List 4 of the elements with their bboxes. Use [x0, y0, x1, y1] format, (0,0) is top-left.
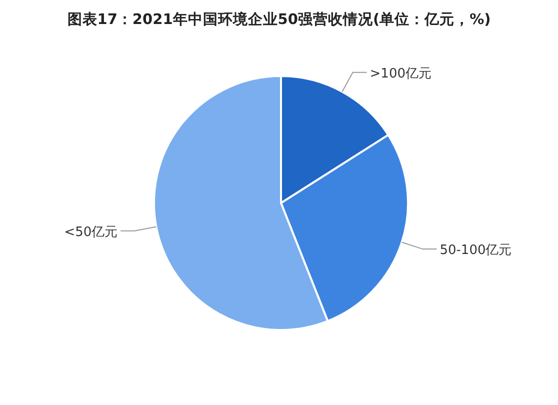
slice-label: <50亿元 [64, 224, 118, 240]
slice-label: >100亿元 [370, 66, 432, 82]
slice-label: 50-100亿元 [440, 243, 512, 258]
chart-title: 图表17：2021年中国环境企业50强营收情况(单位：亿元，%) [66, 10, 492, 29]
